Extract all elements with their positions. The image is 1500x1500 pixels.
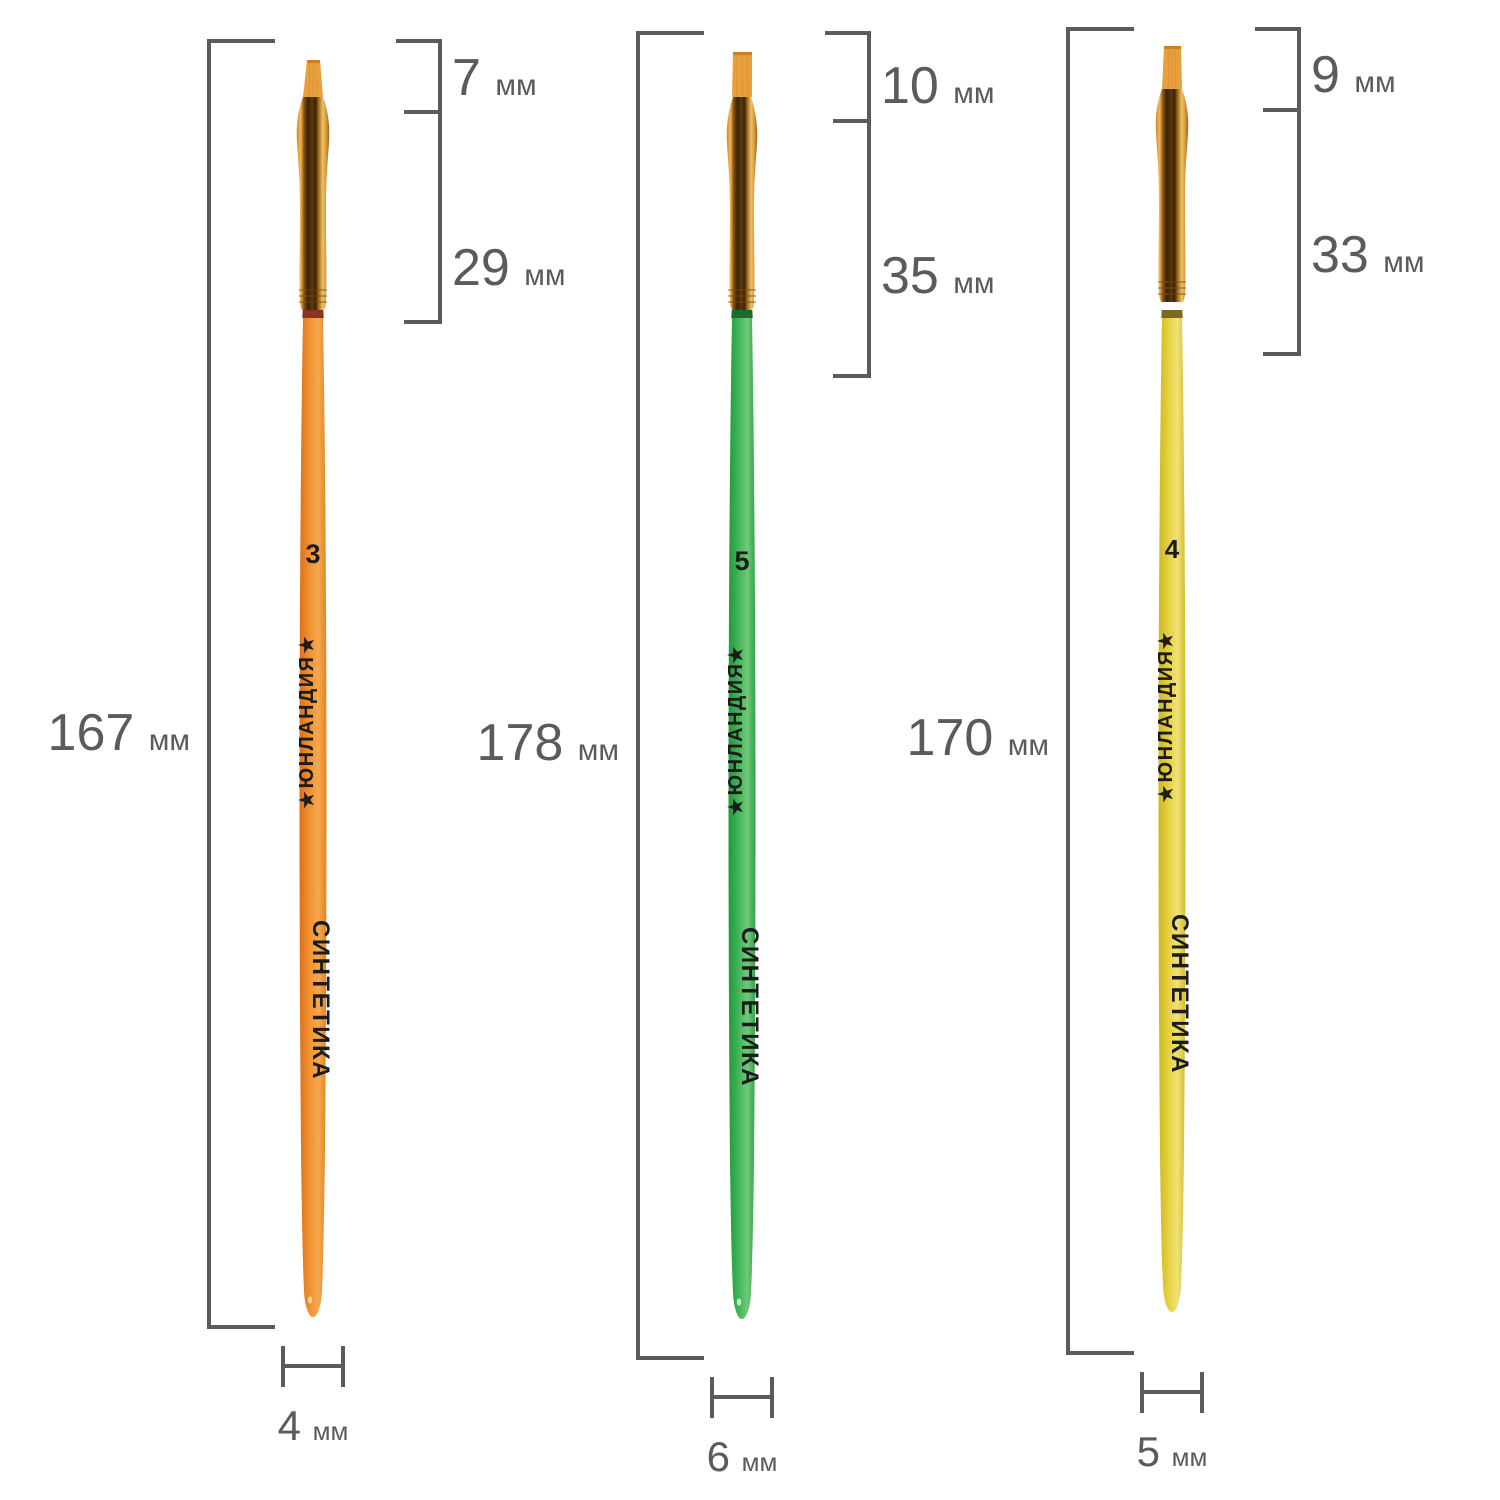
svg-text:СИНТЕТИКА: СИНТЕТИКА bbox=[736, 927, 763, 1087]
svg-text:33 мм: 33 мм bbox=[1311, 226, 1425, 284]
svg-text:СИНТЕТИКА: СИНТЕТИКА bbox=[307, 920, 334, 1080]
svg-text:29 мм: 29 мм bbox=[452, 239, 566, 297]
svg-text:178 мм: 178 мм bbox=[477, 714, 619, 772]
svg-text:4 мм: 4 мм bbox=[278, 1402, 349, 1449]
svg-text:★: ★ bbox=[726, 646, 747, 663]
svg-text:5: 5 bbox=[734, 546, 749, 576]
svg-text:★: ★ bbox=[1156, 785, 1177, 802]
svg-text:167 мм: 167 мм bbox=[48, 704, 190, 762]
svg-text:3: 3 bbox=[305, 539, 320, 569]
svg-text:5 мм: 5 мм bbox=[1137, 1428, 1208, 1475]
svg-text:ЮНЛАНДИЯ: ЮНЛАНДИЯ bbox=[296, 656, 318, 789]
svg-text:★: ★ bbox=[726, 798, 747, 815]
svg-text:★: ★ bbox=[297, 791, 318, 808]
svg-text:35 мм: 35 мм bbox=[881, 247, 995, 305]
svg-text:10 мм: 10 мм bbox=[881, 57, 995, 115]
svg-text:ЮНЛАНДИЯ: ЮНЛАНДИЯ bbox=[725, 663, 747, 796]
svg-text:170 мм: 170 мм bbox=[907, 709, 1049, 767]
svg-text:★: ★ bbox=[297, 636, 318, 653]
svg-text:4: 4 bbox=[1165, 534, 1180, 564]
svg-text:★: ★ bbox=[1156, 632, 1177, 649]
svg-text:СИНТЕТИКА: СИНТЕТИКА bbox=[1166, 914, 1193, 1074]
svg-text:6 мм: 6 мм bbox=[707, 1433, 778, 1480]
svg-text:ЮНЛАНДИЯ: ЮНЛАНДИЯ bbox=[1155, 650, 1177, 783]
svg-text:9 мм: 9 мм bbox=[1311, 46, 1396, 104]
svg-text:7 мм: 7 мм bbox=[452, 49, 537, 107]
